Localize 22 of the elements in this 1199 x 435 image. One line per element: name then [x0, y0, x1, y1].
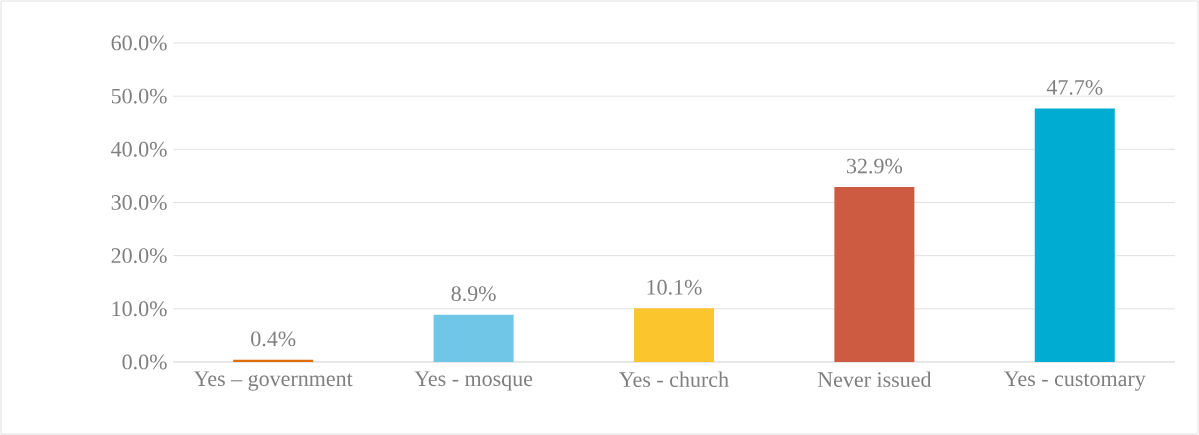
x-tick-label: Yes – government [193, 371, 353, 391]
data-label: 47.7% [1046, 79, 1103, 95]
y-tick-label: 60.0% [111, 35, 167, 51]
y-tick-label: 0.0% [122, 354, 167, 370]
data-label: 0.4% [251, 331, 296, 347]
y-tick-label: 50.0% [111, 88, 167, 104]
y-tick-label: 30.0% [111, 195, 167, 210]
x-tick-label: Yes - church [619, 371, 729, 387]
y-tick-label: 40.0% [111, 141, 167, 157]
data-label: 32.9% [847, 158, 903, 174]
x-tick-label: Yes - customary [1004, 371, 1146, 391]
y-tick-label: 10.0% [112, 301, 167, 317]
x-tick-label: Yes - mosque [414, 371, 533, 391]
bar [633, 308, 714, 362]
data-label: 8.9% [451, 286, 496, 302]
x-tick-label: Never issued [817, 371, 932, 387]
bar [1034, 108, 1115, 362]
bar [433, 314, 514, 362]
bar [834, 187, 915, 362]
y-tick-label: 20.0% [111, 248, 167, 264]
data-label: 10.1% [647, 279, 702, 295]
bar [233, 359, 314, 362]
